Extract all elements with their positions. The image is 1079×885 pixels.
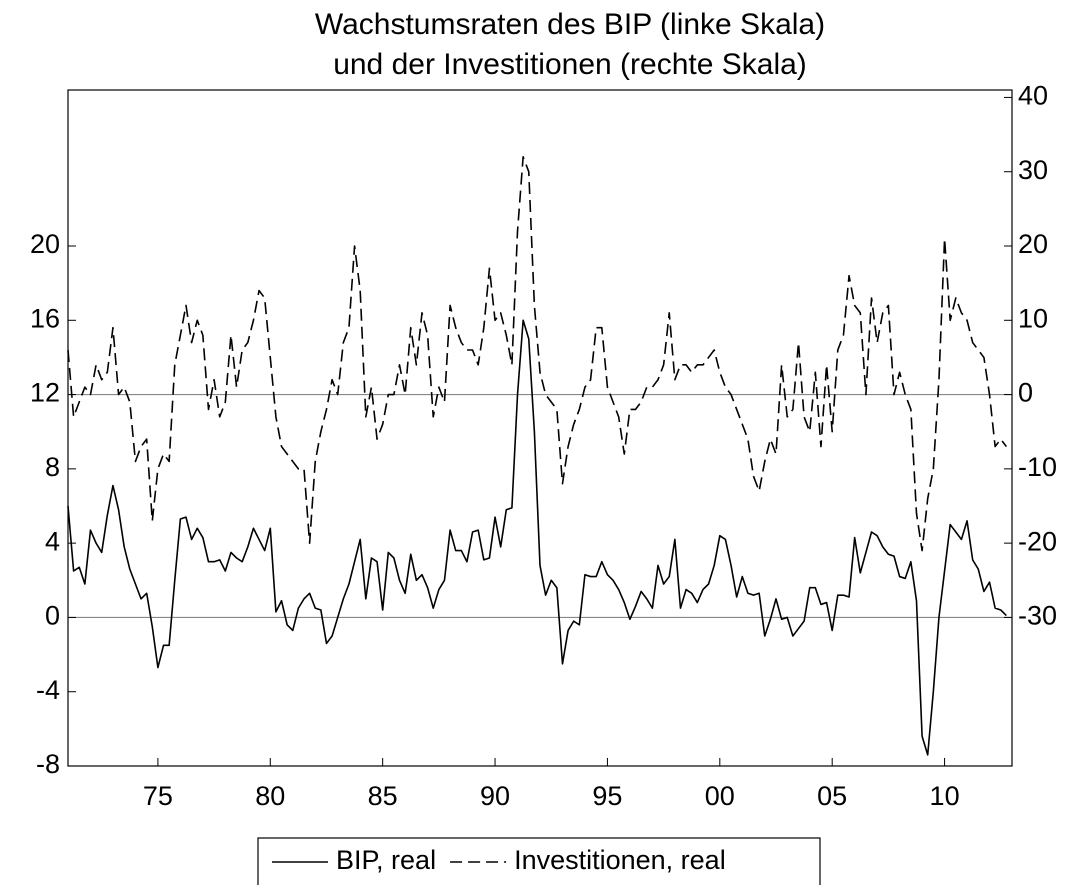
- chart-title: Wachstumsraten des BIP (linke Skala): [315, 8, 825, 41]
- series-line: [67, 319, 1007, 756]
- x-tick-label: 10: [930, 781, 960, 811]
- y-tick-label: 20: [30, 229, 60, 259]
- x-tick-label: 75: [143, 781, 173, 811]
- y-tick-label: 12: [30, 378, 60, 408]
- y-tick-label: -8: [36, 749, 60, 779]
- y-tick-label: -4: [36, 675, 60, 705]
- y2-tick-label: -10: [1018, 452, 1057, 482]
- plot-frame: [67, 89, 1013, 767]
- y2-tick-label: 10: [1018, 303, 1048, 333]
- y2-tick-label: 0: [1018, 378, 1033, 408]
- y-tick-label: 4: [45, 526, 60, 556]
- y2-tick-label: 40: [1018, 81, 1048, 111]
- legend-label: Investitionen, real: [514, 845, 726, 875]
- x-tick-label: 90: [480, 781, 510, 811]
- x-tick-label: 95: [592, 781, 622, 811]
- y2-tick-label: -30: [1018, 601, 1057, 631]
- y2-tick-label: 20: [1018, 229, 1048, 259]
- x-tick-label: 00: [705, 781, 735, 811]
- y2-tick-label: -20: [1018, 526, 1057, 556]
- y-tick-label: 0: [45, 601, 60, 631]
- x-tick-label: 85: [368, 781, 398, 811]
- y2-tick-label: 30: [1018, 155, 1048, 185]
- x-tick-label: 80: [255, 781, 285, 811]
- legend-box: [257, 837, 821, 885]
- y-tick-label: 8: [45, 452, 60, 482]
- series-line: [67, 156, 1008, 552]
- y-tick-label: 16: [30, 303, 60, 333]
- legend-label: BIP, real: [336, 845, 436, 875]
- chart-title: und der Investitionen (rechte Skala): [333, 48, 807, 81]
- x-tick-label: 05: [817, 781, 847, 811]
